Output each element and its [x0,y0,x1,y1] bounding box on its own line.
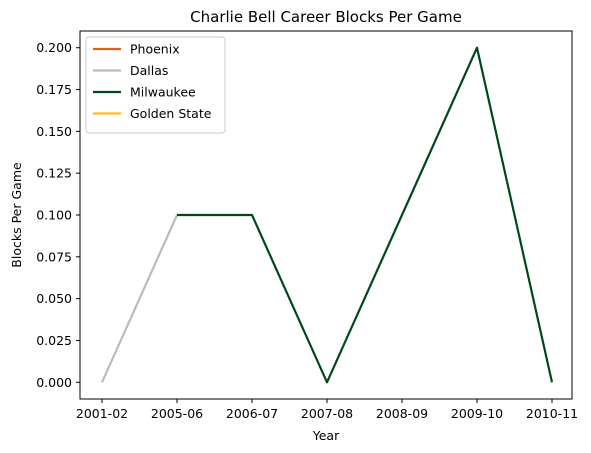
legend-label: Dallas [130,63,168,78]
y-axis-title: Blocks Per Game [9,162,24,268]
y-tick-label: 0.200 [36,40,72,55]
plot-frame [79,30,573,400]
y-tick-label: 0.075 [36,249,72,264]
y-tick-label: 0.125 [36,166,72,181]
legend-box [85,36,226,134]
y-tick-label: 0.050 [36,291,72,306]
legend-label: Phoenix [130,42,180,57]
legend-label: Milwaukee [130,85,196,100]
plot-area: 2001-02 2005-06 2006-07 2007-08 2008-09 2009-… [36,40,578,421]
y-tick-label: 0.175 [36,82,72,97]
x-axis-title: Year [312,428,340,443]
x-tick-label: 2007-08 [301,406,353,421]
x-tick-label: 2008-09 [376,406,428,421]
x-tick-label: 2005-06 [151,406,203,421]
y-tick-label: 0.150 [36,124,72,139]
x-tick-label: 2006-07 [226,406,278,421]
x-tick-label: 2010-11 [526,406,578,421]
legend: Phoenix Dallas Milwaukee Golden State [85,36,226,134]
series-line-milwaukee [177,46,554,384]
chart-title: Charlie Bell Career Blocks Per Game [190,8,462,26]
x-tick-label: 2009-10 [451,406,503,421]
series-line-dallas [100,214,179,383]
x-tick-label: 2001-02 [76,406,128,421]
y-tick-label: 0.100 [36,208,72,223]
legend-label: Golden State [130,106,212,121]
y-tick-label: 0.000 [36,375,72,390]
y-tick-label: 0.025 [36,333,72,348]
